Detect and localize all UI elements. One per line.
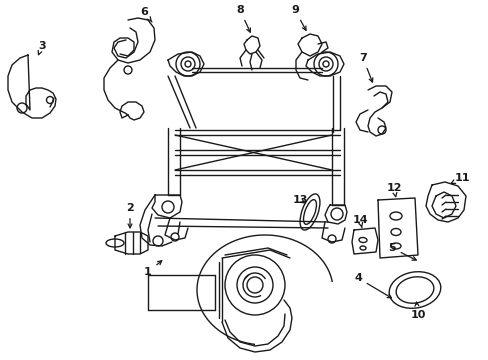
Text: 4: 4 xyxy=(353,273,390,298)
Text: 13: 13 xyxy=(292,195,307,205)
Text: 8: 8 xyxy=(236,5,250,32)
Text: 2: 2 xyxy=(126,203,134,228)
Text: 10: 10 xyxy=(409,302,425,320)
Text: 14: 14 xyxy=(351,215,367,228)
Text: 1: 1 xyxy=(144,261,162,277)
Text: 6: 6 xyxy=(140,7,152,22)
Text: 9: 9 xyxy=(290,5,305,30)
Text: 11: 11 xyxy=(450,173,469,184)
Text: 3: 3 xyxy=(38,41,46,55)
Text: 7: 7 xyxy=(358,53,372,82)
Text: 5: 5 xyxy=(387,243,415,260)
Text: 12: 12 xyxy=(386,183,401,197)
